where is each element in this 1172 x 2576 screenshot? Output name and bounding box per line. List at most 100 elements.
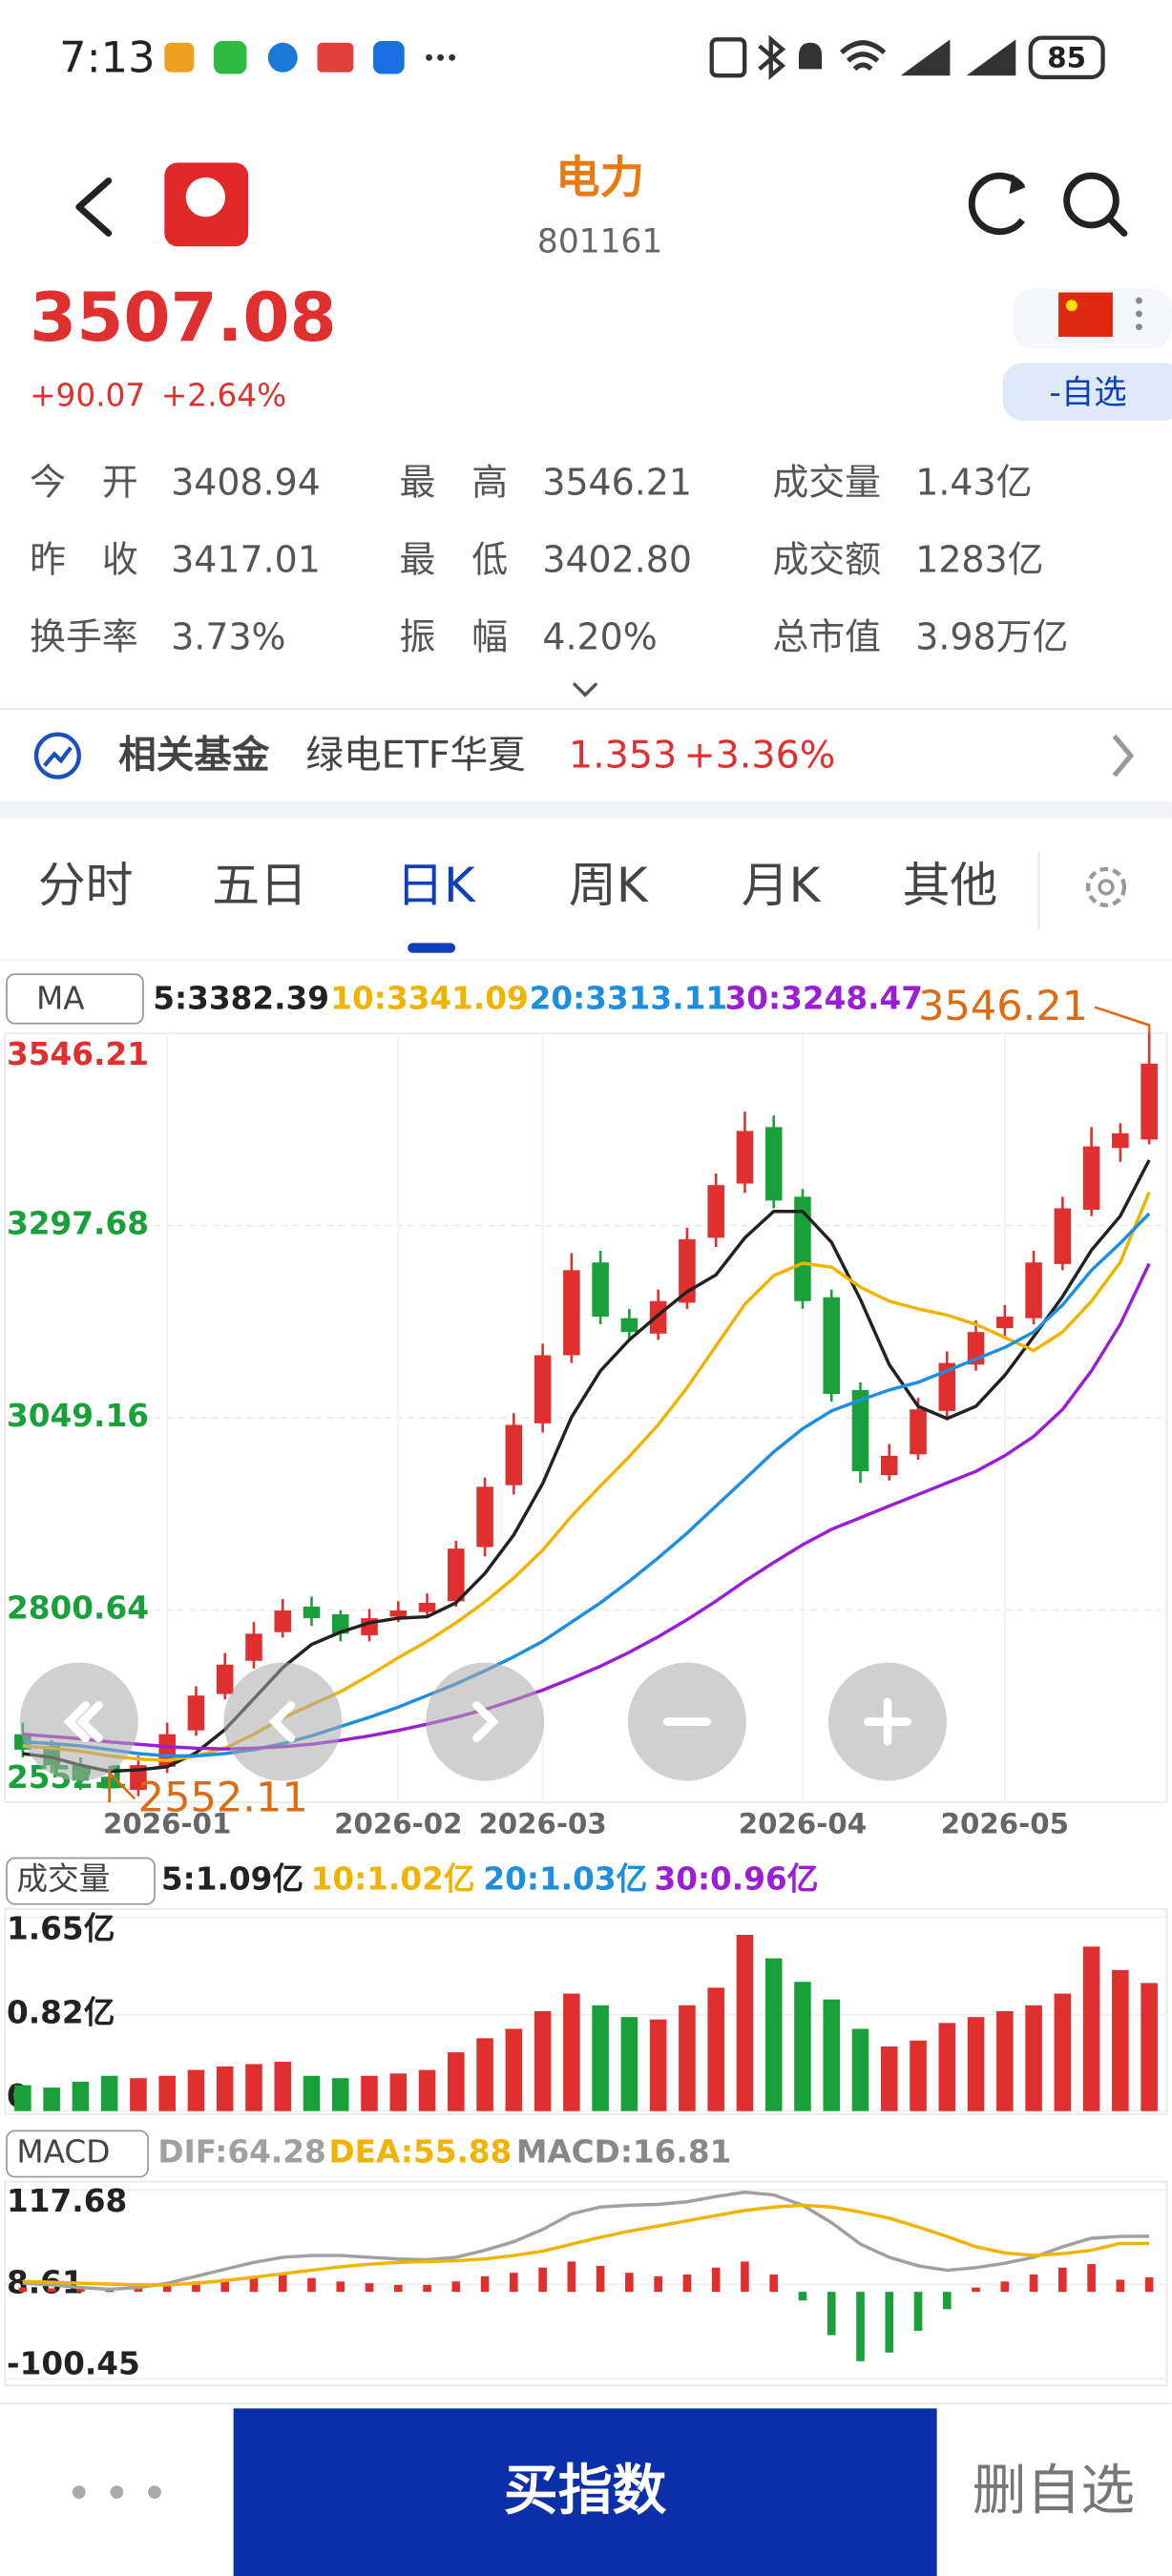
macd-bar bbox=[480, 2275, 490, 2293]
stat-label: 昨 收 bbox=[30, 538, 138, 580]
y-tick-label: 3297.68 bbox=[7, 1206, 149, 1242]
fund-chevron[interactable] bbox=[1112, 734, 1135, 778]
macd-bar bbox=[654, 2275, 662, 2293]
stat-value: 3.98万亿 bbox=[915, 615, 1068, 657]
more-dot[interactable] bbox=[72, 2485, 86, 2500]
glyph bbox=[864, 1697, 911, 1746]
tab[interactable]: 日K bbox=[396, 858, 476, 913]
search-button[interactable] bbox=[1063, 172, 1120, 229]
settings-button[interactable] bbox=[1085, 866, 1127, 907]
low-annotation: 2552.11 bbox=[138, 1775, 308, 1822]
candle-body bbox=[187, 1695, 205, 1731]
volume-bar bbox=[245, 2064, 262, 2111]
scroll-right[interactable] bbox=[426, 1662, 545, 1781]
candle-body bbox=[592, 1262, 609, 1317]
app-icon bbox=[164, 42, 195, 73]
macd-bar bbox=[47, 2288, 56, 2293]
ma-selector[interactable] bbox=[6, 973, 144, 1025]
ma-line bbox=[22, 1212, 1151, 1758]
candle-body bbox=[331, 1614, 349, 1634]
candle-body bbox=[216, 1664, 234, 1694]
volume-legend: 30:0.96亿 bbox=[654, 1861, 818, 1898]
buy-label[interactable]: 买指数 bbox=[504, 2460, 667, 2523]
volume-bar bbox=[100, 2075, 118, 2111]
macd-bar bbox=[220, 2278, 230, 2293]
macd-legend: DIF:64.28 bbox=[157, 2133, 325, 2170]
candle-body bbox=[910, 1409, 927, 1455]
volume-bar bbox=[764, 1958, 783, 2111]
macd-selector[interactable] bbox=[6, 2129, 149, 2178]
volume-bar bbox=[910, 2040, 927, 2111]
volume-frame bbox=[4, 1908, 1168, 2115]
scroll-left[interactable] bbox=[223, 1662, 343, 1781]
y-tick-label: 1.65亿 bbox=[7, 1910, 115, 1946]
macd-bar bbox=[596, 2265, 605, 2293]
stat-label: 换手率 bbox=[30, 615, 138, 657]
dot bbox=[1135, 297, 1142, 304]
macd-bar bbox=[18, 2287, 28, 2293]
more-dot[interactable] bbox=[148, 2485, 161, 2500]
tab[interactable]: 周K bbox=[569, 858, 649, 913]
stat-label: 最 低 bbox=[400, 538, 509, 580]
stat-value: 3402.80 bbox=[542, 538, 692, 580]
back-button[interactable] bbox=[75, 177, 113, 237]
ma-line bbox=[22, 1262, 1151, 1751]
refresh-button[interactable] bbox=[968, 172, 1025, 236]
glyph bbox=[63, 1701, 103, 1743]
fund-label: 相关基金 bbox=[118, 733, 270, 777]
buy-button[interactable] bbox=[233, 2408, 937, 2576]
volume-bar bbox=[1112, 1969, 1129, 2111]
stat-value: 4.20% bbox=[542, 615, 657, 657]
stat-value: 3546.21 bbox=[542, 461, 692, 503]
x-tick-label: 2026-02 bbox=[334, 1808, 462, 1840]
dot bbox=[437, 53, 445, 61]
watch-label[interactable]: -自选 bbox=[1049, 374, 1126, 412]
volume-legend: 20:1.03亿 bbox=[483, 1861, 647, 1898]
volume-bar bbox=[967, 2017, 985, 2111]
more-dot[interactable] bbox=[110, 2485, 124, 2500]
volume-bar bbox=[303, 2075, 321, 2111]
volume-bar bbox=[851, 2028, 869, 2111]
app-logo-mark bbox=[185, 177, 226, 218]
tab[interactable]: 分时 bbox=[38, 858, 134, 913]
volume-bar bbox=[823, 1999, 841, 2111]
tab[interactable]: 其他 bbox=[902, 858, 997, 913]
volume-bar bbox=[880, 2046, 898, 2111]
indicator-selector[interactable]: 成交量 bbox=[16, 1861, 110, 1898]
change: +90.07 bbox=[30, 378, 145, 414]
candle-body bbox=[563, 1270, 580, 1356]
macd-bar bbox=[625, 2273, 634, 2293]
remove-watch[interactable]: 删自选 bbox=[973, 2460, 1135, 2523]
candle-body bbox=[1082, 1146, 1100, 1211]
candle-body bbox=[389, 1610, 408, 1617]
fund-name[interactable]: 绿电ETF华夏 bbox=[305, 733, 525, 777]
app-icon bbox=[317, 42, 354, 73]
indicator-selector[interactable]: MACD bbox=[16, 2133, 110, 2170]
macd-bar bbox=[1058, 2267, 1067, 2293]
tab[interactable]: 五日 bbox=[212, 858, 307, 913]
volume-bar bbox=[1025, 2005, 1042, 2111]
macd-bar bbox=[307, 2277, 316, 2293]
tab-indicator bbox=[408, 943, 456, 953]
candle-body bbox=[245, 1633, 262, 1661]
divider-band bbox=[0, 801, 1172, 819]
ma-legend: 5:3382.39 bbox=[153, 981, 329, 1017]
candle-body bbox=[764, 1127, 783, 1201]
volume-legend: 10:1.02亿 bbox=[311, 1861, 475, 1898]
status-icons bbox=[164, 34, 1105, 80]
stat-value: 1283亿 bbox=[915, 538, 1043, 580]
volume-bar bbox=[14, 2085, 31, 2111]
candle-body bbox=[649, 1300, 667, 1334]
macd-bar bbox=[769, 2275, 779, 2293]
ma-legend: 30:3248.47 bbox=[725, 981, 924, 1017]
indicator-selector[interactable]: MA bbox=[36, 981, 85, 1017]
volume-selector[interactable] bbox=[6, 1857, 156, 1905]
watch-button[interactable] bbox=[1002, 363, 1172, 421]
expand-chevron[interactable] bbox=[572, 682, 598, 697]
macd-bar bbox=[1029, 2275, 1038, 2293]
high-annotation: 3546.21 bbox=[918, 983, 1088, 1030]
tab[interactable]: 月K bbox=[742, 858, 822, 913]
dot bbox=[449, 53, 456, 61]
macd-bar bbox=[942, 2292, 952, 2310]
flag-star bbox=[1065, 300, 1078, 312]
